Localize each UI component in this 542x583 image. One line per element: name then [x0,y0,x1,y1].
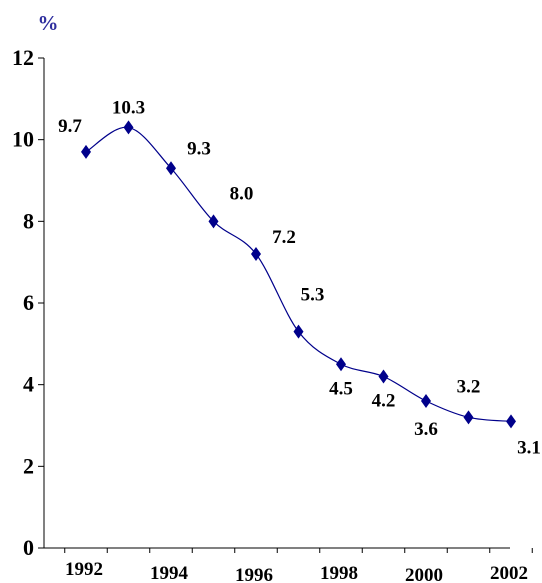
data-label: 4.2 [372,391,396,412]
data-label: 10.3 [112,97,145,118]
data-label: 9.7 [58,116,82,137]
data-point-marker [506,414,516,429]
y-tick-label: 12 [12,45,34,70]
y-axis-ticks: 0 2 4 6 8 10 12 [12,45,44,560]
x-axis-ticks: 1992 1994 1996 1998 2000 2002 [64,548,533,583]
x-tick-label: 1992 [65,559,103,580]
y-tick-label: 0 [23,535,34,560]
data-point-marker [251,247,261,261]
series-markers [81,120,516,429]
data-point-marker [81,144,91,159]
y-tick-label: 6 [23,290,34,315]
y-tick-label: 8 [23,208,34,233]
data-point-marker [378,369,389,384]
series-line [85,126,512,423]
data-labels: 9.7 10.3 9.3 8.0 7.2 5.3 4.5 4.2 3.6 3.2 3.1 [58,97,541,458]
x-tick-label: 2002 [490,563,528,583]
data-label: 3.6 [414,419,438,440]
data-label: 3.1 [517,437,541,458]
y-tick-label: 10 [12,127,34,152]
data-label: 4.5 [329,378,353,399]
x-tick-label: 1994 [150,563,189,583]
data-point-marker [208,214,219,229]
y-tick-label: 2 [23,453,34,478]
data-point-marker [166,161,176,176]
data-label: 7.2 [272,227,296,248]
data-point-marker [463,410,474,425]
data-point-marker [123,120,134,135]
data-label: 9.3 [187,138,211,159]
x-tick-label: 1996 [235,565,273,583]
y-axis-unit-label: % [38,11,59,35]
data-point-marker [421,394,431,408]
x-tick-label: 2000 [405,565,443,583]
y-tick-label: 4 [23,372,34,397]
data-label: 5.3 [301,285,325,306]
data-label: 3.2 [457,376,481,397]
data-point-marker [293,324,304,339]
data-label: 8.0 [230,183,254,204]
data-point-marker [336,357,346,372]
x-tick-label: 1998 [320,563,358,583]
